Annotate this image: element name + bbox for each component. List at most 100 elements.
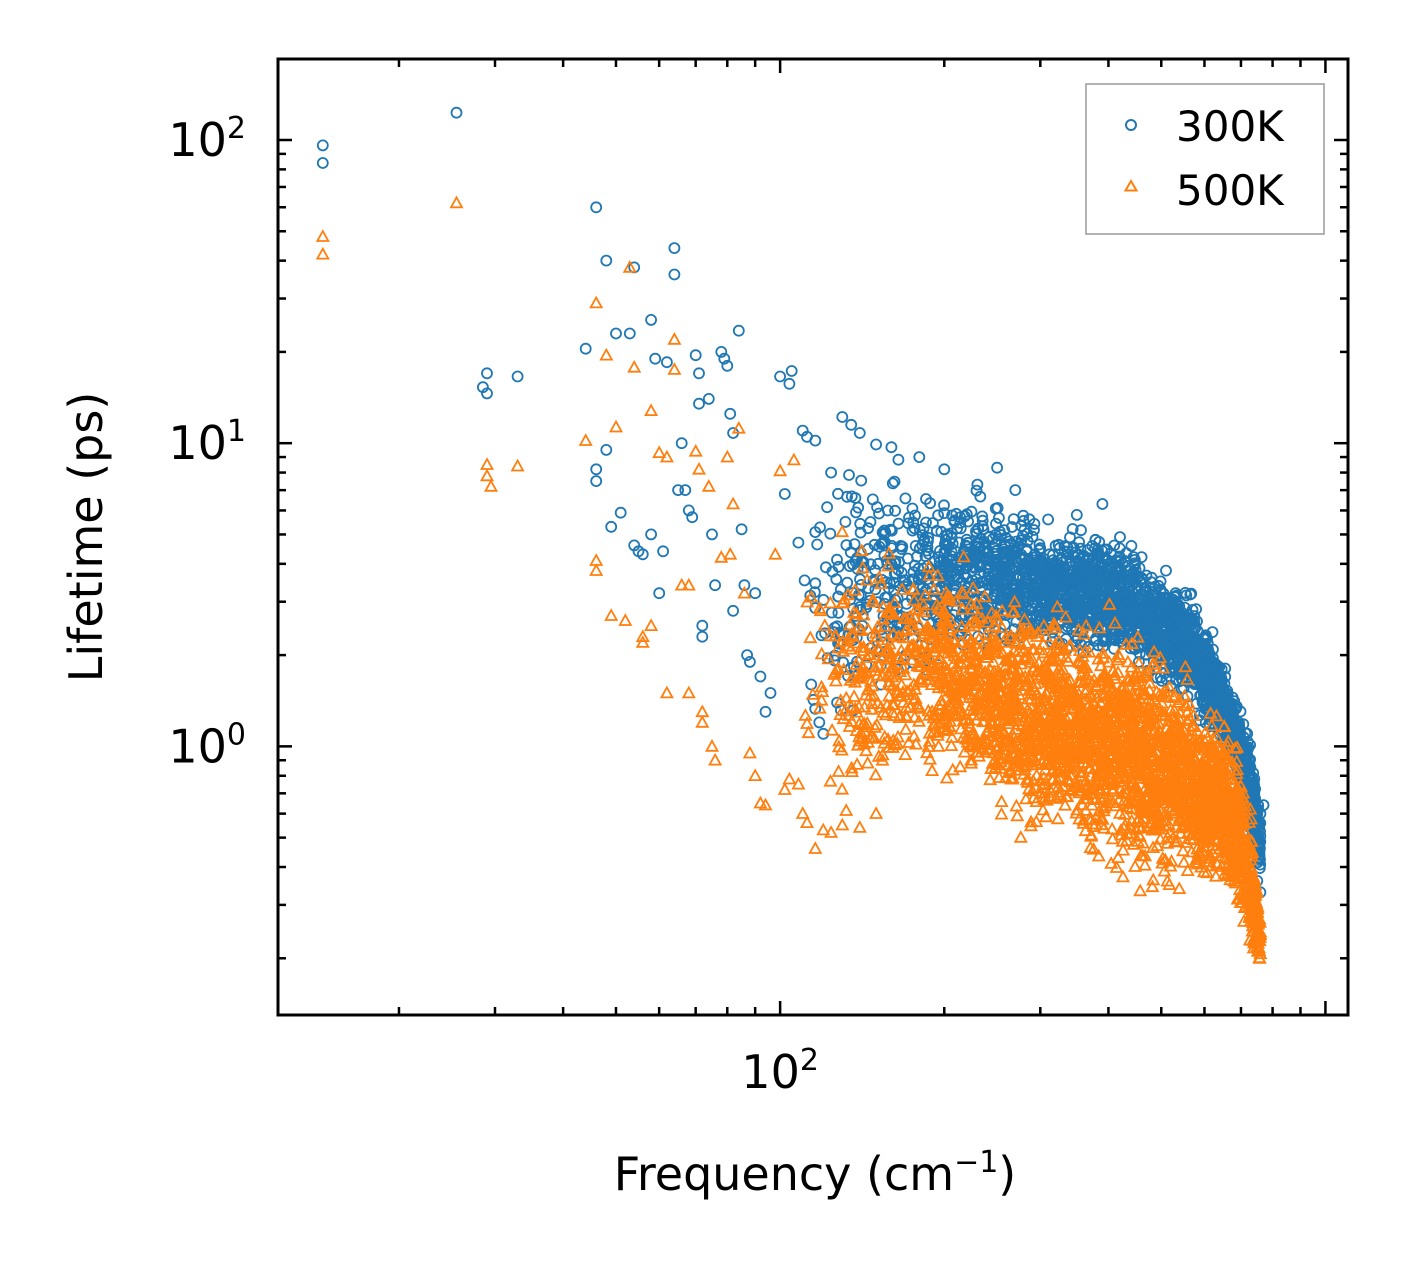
data-point-500K bbox=[987, 695, 1002, 708]
data-point-500K bbox=[1130, 787, 1145, 801]
data-point-500K bbox=[1123, 820, 1138, 833]
data-point-300K bbox=[1072, 561, 1084, 574]
data-point-500K bbox=[1149, 684, 1164, 698]
data-point-300K bbox=[899, 492, 912, 505]
data-point-500K bbox=[1024, 650, 1039, 664]
data-point-300K bbox=[821, 501, 833, 514]
data-point-300K bbox=[1192, 638, 1205, 651]
data-point-500K bbox=[1107, 667, 1122, 681]
data-point-500K bbox=[1119, 637, 1134, 650]
data-point-500K bbox=[1038, 809, 1054, 823]
data-point-300K bbox=[1190, 603, 1202, 615]
data-point-300K bbox=[693, 367, 705, 380]
data-point-300K bbox=[1183, 626, 1196, 639]
data-point-500K bbox=[1137, 686, 1152, 700]
data-point-500K bbox=[1252, 950, 1267, 963]
data-point-300K bbox=[1130, 604, 1142, 617]
data-point-300K bbox=[1071, 578, 1084, 591]
data-point-500K bbox=[1157, 813, 1172, 826]
data-point-500K bbox=[805, 687, 820, 700]
data-point-300K bbox=[1076, 606, 1089, 619]
data-point-500K bbox=[1136, 756, 1151, 770]
data-point-500K bbox=[1116, 842, 1131, 856]
data-point-500K bbox=[1135, 835, 1150, 849]
data-point-500K bbox=[1078, 823, 1093, 837]
data-point-500K bbox=[980, 614, 996, 628]
data-point-500K bbox=[865, 594, 880, 608]
data-point-500K bbox=[1104, 856, 1119, 869]
data-point-300K bbox=[645, 313, 657, 326]
data-point-300K bbox=[1020, 543, 1033, 556]
data-point-500K bbox=[849, 606, 864, 620]
data-point-500K bbox=[944, 738, 959, 751]
data-point-500K bbox=[801, 725, 816, 739]
data-point-500K bbox=[1132, 753, 1147, 766]
data-point-500K bbox=[1001, 654, 1016, 667]
data-point-300K bbox=[783, 377, 796, 390]
data-point-300K bbox=[888, 475, 901, 488]
data-point-500K bbox=[1083, 840, 1098, 854]
data-point-300K bbox=[1254, 853, 1266, 866]
data-point-300K bbox=[693, 397, 705, 410]
data-point-300K bbox=[971, 478, 984, 491]
data-point-300K bbox=[1019, 578, 1032, 591]
data-point-500K bbox=[1072, 811, 1087, 825]
data-point-300K bbox=[590, 463, 603, 476]
data-point-300K bbox=[855, 474, 868, 487]
data-point-300K bbox=[1077, 551, 1090, 564]
data-point-500K bbox=[895, 582, 910, 595]
data-point-300K bbox=[824, 527, 837, 540]
data-point-500K bbox=[1156, 660, 1171, 674]
data-point-500K bbox=[1024, 655, 1039, 668]
data-point-300K bbox=[870, 438, 882, 451]
data-point-500K bbox=[1027, 642, 1042, 655]
data-point-500K bbox=[1179, 713, 1195, 726]
data-point-300K bbox=[1092, 543, 1104, 556]
data-point-500K bbox=[939, 616, 954, 629]
data-point-500K bbox=[882, 688, 897, 702]
data-point-500K bbox=[1013, 830, 1028, 843]
data-point-300K bbox=[1215, 670, 1227, 683]
data-point-300K bbox=[1148, 625, 1161, 638]
data-point-300K bbox=[881, 591, 894, 604]
data-point-500K bbox=[864, 702, 879, 715]
data-point-300K bbox=[1092, 575, 1105, 588]
data-point-500K bbox=[814, 692, 829, 706]
data-point-300K bbox=[862, 582, 875, 595]
data-point-300K bbox=[741, 649, 753, 661]
data-point-500K bbox=[1111, 722, 1126, 735]
data-point-500K bbox=[994, 806, 1009, 820]
data-point-500K bbox=[995, 603, 1010, 617]
data-point-500K bbox=[1010, 808, 1025, 822]
data-point-300K bbox=[1014, 537, 1027, 550]
data-point-300K bbox=[813, 716, 826, 729]
data-point-500K bbox=[1036, 618, 1051, 632]
data-point-500K bbox=[1155, 855, 1170, 869]
data-point-500K bbox=[868, 767, 883, 781]
data-point-300K bbox=[914, 524, 926, 536]
data-point-300K bbox=[1121, 618, 1134, 631]
data-point-300K bbox=[1200, 699, 1212, 712]
data-point-500K bbox=[832, 733, 847, 747]
data-point-300K bbox=[809, 526, 822, 538]
data-point-300K bbox=[885, 524, 898, 537]
data-point-500K bbox=[1204, 858, 1219, 872]
data-point-300K bbox=[828, 654, 841, 667]
data-point-300K bbox=[976, 514, 989, 527]
data-point-500K bbox=[931, 600, 946, 614]
data-point-300K bbox=[798, 574, 811, 587]
data-point-300K bbox=[974, 490, 987, 503]
data-point-300K bbox=[1049, 579, 1061, 592]
data-point-300K bbox=[845, 418, 858, 431]
data-point-500K bbox=[1166, 803, 1181, 817]
data-point-300K bbox=[875, 538, 888, 550]
data-point-500K bbox=[834, 742, 849, 756]
data-point-300K bbox=[989, 550, 1001, 563]
data-point-500K bbox=[1047, 780, 1062, 793]
data-point-300K bbox=[316, 157, 329, 169]
data-point-300K bbox=[878, 549, 891, 562]
data-point-300K bbox=[721, 359, 734, 372]
data-point-500K bbox=[934, 624, 949, 638]
data-point-500K bbox=[887, 595, 902, 608]
data-point-300K bbox=[1110, 554, 1122, 567]
